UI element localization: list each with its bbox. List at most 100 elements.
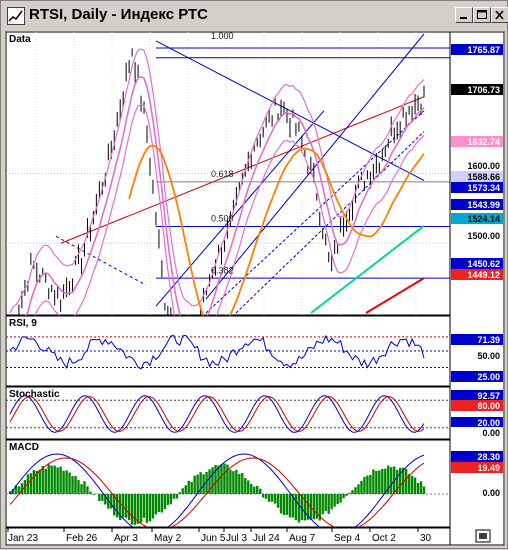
macd-histogram-bar bbox=[247, 480, 249, 494]
date-label: Jul 3 bbox=[226, 533, 248, 544]
macd-histogram-bar bbox=[283, 494, 285, 515]
macd-histogram-bar bbox=[405, 469, 407, 494]
axis-value-label: 1500.00 bbox=[467, 231, 500, 241]
macd-histogram-bar bbox=[45, 469, 47, 494]
scroll-icon bbox=[479, 533, 487, 539]
macd-histogram-bar bbox=[289, 494, 291, 518]
macd-histogram-bar bbox=[262, 494, 264, 498]
macd-histogram-bar bbox=[265, 494, 267, 499]
rsi-panel[interactable]: RSI, 9 bbox=[6, 316, 450, 386]
macd-histogram-bar bbox=[53, 466, 55, 494]
axis-value-label: 1573.34 bbox=[467, 183, 500, 193]
macd-histogram-bar bbox=[211, 467, 213, 494]
macd-histogram-bar bbox=[137, 494, 139, 524]
stochastic-panel[interactable]: Stochastic bbox=[6, 387, 450, 439]
macd-histogram-bar bbox=[339, 494, 341, 503]
minimize-button[interactable] bbox=[455, 7, 473, 23]
macd-histogram-bar bbox=[42, 466, 44, 494]
macd-histogram-bar bbox=[56, 468, 58, 494]
minimize-icon bbox=[458, 10, 470, 20]
macd-histogram-bar bbox=[170, 494, 172, 504]
stochastic-panel-label: Stochastic bbox=[9, 389, 60, 400]
macd-histogram-bar bbox=[384, 469, 386, 494]
macd-histogram-bar bbox=[33, 470, 35, 494]
macd-histogram-bar bbox=[48, 464, 50, 494]
macd-histogram-bar bbox=[259, 489, 261, 494]
macd-histogram-bar bbox=[423, 487, 425, 494]
macd-histogram-bar bbox=[128, 494, 130, 520]
value-axis[interactable]: 1765.871706.731632.741600.001588.661573.… bbox=[450, 32, 504, 545]
axis-value-label: 80.00 bbox=[477, 401, 500, 411]
macd-histogram-bar bbox=[313, 494, 315, 519]
maximize-icon bbox=[476, 10, 488, 20]
macd-histogram-bar bbox=[414, 477, 416, 494]
macd-panel[interactable]: MACD bbox=[6, 440, 450, 534]
macd-histogram-bar bbox=[399, 468, 401, 494]
axis-value-label: 1449.12 bbox=[467, 270, 500, 280]
macd-histogram-bar bbox=[304, 494, 306, 520]
title-bar[interactable]: RTSI, Daily - Индекс РТС bbox=[3, 4, 505, 28]
macd-histogram-bar bbox=[80, 484, 82, 494]
macd-histogram-bar bbox=[244, 478, 246, 494]
macd-histogram-bar bbox=[185, 485, 187, 494]
macd-histogram-bar bbox=[71, 476, 73, 494]
date-label: Jun 5 bbox=[201, 533, 226, 544]
macd-histogram-bar bbox=[354, 487, 356, 494]
macd-histogram-bar bbox=[179, 492, 181, 494]
macd-histogram-bar bbox=[158, 494, 160, 512]
macd-histogram-bar bbox=[280, 494, 282, 513]
macd-histogram-bar bbox=[220, 464, 222, 494]
axis-value-label: 50.00 bbox=[477, 351, 500, 361]
macd-histogram-bar bbox=[235, 470, 237, 494]
macd-histogram-bar bbox=[241, 473, 243, 494]
macd-histogram-bar bbox=[298, 494, 300, 523]
macd-histogram-bar bbox=[333, 494, 335, 507]
macd-histogram-bar bbox=[110, 494, 112, 509]
macd-histogram-bar bbox=[363, 477, 365, 494]
axis-value-label: 1588.66 bbox=[467, 172, 500, 182]
date-label: Apr 3 bbox=[114, 533, 138, 544]
macd-histogram-bar bbox=[381, 469, 383, 494]
date-label: May 2 bbox=[154, 533, 182, 544]
macd-histogram-bar bbox=[369, 475, 371, 494]
macd-histogram-bar bbox=[62, 471, 64, 494]
macd-histogram-bar bbox=[74, 476, 76, 494]
axis-value-label: 0.00 bbox=[482, 428, 500, 438]
macd-histogram-bar bbox=[155, 494, 157, 514]
rsi-panel-label: RSI, 9 bbox=[9, 318, 37, 329]
macd-histogram-bar bbox=[65, 470, 67, 494]
axis-value-label: 1543.99 bbox=[467, 200, 500, 210]
axis-value-label: 19.49 bbox=[477, 463, 500, 473]
macd-histogram-bar bbox=[77, 480, 79, 494]
macd-histogram-bar bbox=[30, 473, 32, 494]
close-button[interactable] bbox=[491, 7, 508, 23]
date-label: Jan 23 bbox=[8, 533, 38, 544]
macd-histogram-bar bbox=[140, 494, 142, 523]
axis-value-label: 25.00 bbox=[477, 372, 500, 382]
chart-app-icon[interactable] bbox=[7, 7, 25, 25]
axis-value-label: 1524.14 bbox=[467, 214, 500, 224]
date-label: Jul 24 bbox=[253, 533, 280, 544]
macd-histogram-bar bbox=[268, 494, 270, 502]
macd-histogram-bar bbox=[229, 470, 231, 494]
axis-value-label: 71.39 bbox=[477, 335, 500, 345]
macd-histogram-bar bbox=[274, 494, 276, 504]
macd-histogram-bar bbox=[98, 494, 100, 501]
macd-histogram-bar bbox=[357, 484, 359, 494]
macd-histogram-bar bbox=[351, 490, 353, 494]
macd-histogram-bar bbox=[143, 494, 145, 518]
axis-value-label: 92.57 bbox=[477, 391, 500, 401]
macd-histogram-bar bbox=[325, 494, 327, 511]
macd-histogram-bar bbox=[176, 494, 178, 499]
macd-histogram-bar bbox=[327, 494, 329, 514]
macd-histogram-bar bbox=[330, 494, 332, 509]
macd-histogram-bar bbox=[190, 482, 192, 494]
maximize-button[interactable] bbox=[473, 7, 491, 23]
macd-histogram-bar bbox=[161, 494, 163, 512]
macd-histogram-bar bbox=[256, 486, 258, 494]
fib-label: 1.000 bbox=[211, 32, 234, 41]
macd-histogram-bar bbox=[39, 470, 41, 494]
